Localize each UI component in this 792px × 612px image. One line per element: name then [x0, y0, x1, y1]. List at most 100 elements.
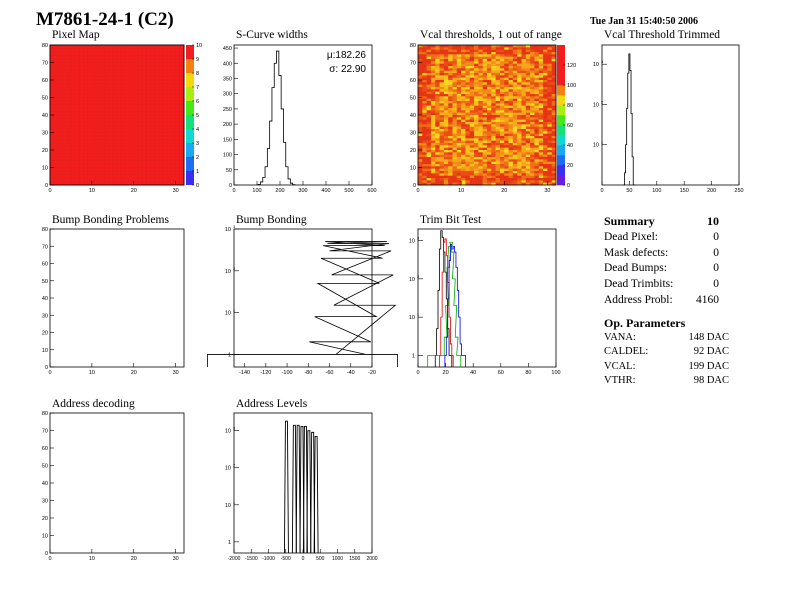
threshold-cell: [543, 110, 548, 113]
threshold-cell: [547, 66, 552, 69]
threshold-cell: [538, 54, 544, 57]
threshold-cell: [543, 147, 548, 151]
threshold-cell: [543, 124, 548, 127]
threshold-cell: [443, 152, 449, 155]
threshold-cell: [504, 101, 509, 104]
threshold-cell: [508, 143, 514, 146]
threshold-cell: [534, 73, 540, 76]
scurve-sigma: σ: 22.90: [329, 64, 366, 75]
threshold-cell: [538, 84, 544, 88]
threshold-cell: [512, 129, 518, 132]
threshold-cell: [443, 84, 449, 88]
threshold-cell: [521, 168, 527, 172]
threshold-cell: [482, 47, 488, 50]
threshold-cell: [418, 73, 423, 76]
y-tick-label: 60: [42, 262, 48, 268]
threshold-cell: [543, 84, 548, 88]
threshold-cell: [465, 182, 471, 186]
threshold-cell: [482, 87, 488, 90]
threshold-cell: [422, 61, 427, 64]
threshold-cell: [430, 96, 436, 99]
threshold-cell: [430, 105, 436, 109]
threshold-cell: [538, 180, 544, 183]
threshold-cell: [418, 152, 423, 155]
threshold-cell: [543, 182, 548, 186]
threshold-cell: [547, 131, 552, 134]
threshold-cell: [430, 117, 436, 120]
threshold-cell: [456, 119, 462, 123]
palette-cell: [186, 73, 194, 87]
threshold-cell: [474, 52, 479, 55]
threshold-cell: [538, 63, 544, 67]
threshold-cell: [461, 59, 466, 62]
threshold-cell: [504, 147, 509, 151]
threshold-cell: [439, 152, 445, 155]
threshold-cell: [469, 117, 475, 120]
threshold-cell: [491, 166, 496, 169]
threshold-cell: [521, 159, 527, 162]
threshold-cell: [551, 117, 557, 120]
threshold-cell: [508, 52, 514, 55]
scurve-widths-title: S-Curve widths: [236, 29, 308, 41]
threshold-cell: [452, 52, 458, 55]
threshold-cell: [461, 166, 466, 169]
threshold-cell: [482, 91, 488, 95]
threshold-cell: [443, 131, 449, 134]
threshold-cell: [538, 138, 544, 141]
y-tick-label: 350: [223, 76, 232, 82]
threshold-cell: [499, 45, 505, 48]
threshold-cell: [418, 124, 423, 127]
x-tick-label: 200: [275, 188, 284, 194]
threshold-cell: [435, 108, 440, 111]
threshold-cell: [482, 166, 488, 169]
threshold-cell: [538, 103, 544, 106]
threshold-cell: [452, 80, 458, 83]
threshold-cell: [482, 56, 488, 60]
threshold-cell: [530, 178, 535, 181]
x-tick-label: 150: [680, 188, 689, 194]
threshold-cell: [491, 68, 496, 71]
threshold-cell: [461, 52, 466, 55]
threshold-cell: [478, 87, 483, 90]
threshold-cell: [443, 75, 449, 78]
threshold-cell: [525, 164, 531, 167]
threshold-cell: [478, 91, 483, 95]
threshold-cell: [525, 70, 531, 74]
threshold-cell: [538, 164, 544, 167]
threshold-cell: [435, 182, 440, 186]
threshold-cell: [534, 103, 540, 106]
threshold-cell: [474, 166, 479, 169]
threshold-cell: [418, 70, 423, 74]
threshold-cell: [482, 70, 488, 74]
palette-cell: [557, 65, 565, 76]
threshold-cell: [487, 108, 492, 111]
threshold-cell: [487, 96, 492, 99]
threshold-cell: [538, 173, 544, 176]
threshold-cell: [530, 66, 535, 69]
threshold-cell: [418, 59, 423, 62]
threshold-cell: [469, 66, 475, 69]
threshold-cell: [543, 45, 548, 48]
threshold-cell: [448, 143, 453, 146]
threshold-cell: [435, 66, 440, 69]
threshold-cell: [478, 166, 483, 169]
threshold-cell: [547, 117, 552, 120]
threshold-cell: [456, 80, 462, 83]
threshold-cell: [469, 152, 475, 155]
threshold-cell: [461, 143, 466, 146]
threshold-cell: [538, 98, 544, 102]
x-tick-label: 0: [600, 188, 603, 194]
threshold-cell: [439, 129, 445, 132]
threshold-cell: [469, 136, 475, 139]
threshold-cell: [534, 45, 540, 48]
threshold-cell: [538, 117, 544, 120]
threshold-cell: [474, 129, 479, 132]
threshold-cell: [499, 161, 505, 165]
threshold-cell: [495, 98, 501, 102]
threshold-cell: [443, 91, 449, 95]
threshold-cell: [482, 59, 488, 62]
threshold-cell: [469, 129, 475, 132]
threshold-cell: [534, 101, 540, 104]
threshold-cell: [478, 47, 483, 50]
threshold-cell: [534, 70, 540, 74]
